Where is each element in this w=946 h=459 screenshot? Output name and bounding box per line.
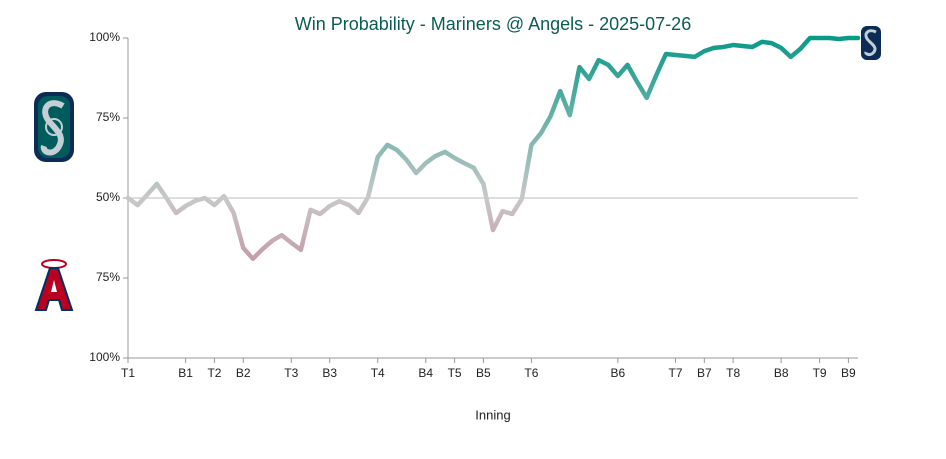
y-tick-label: 75% <box>96 270 120 284</box>
y-tick-label: 75% <box>96 110 120 124</box>
mariners-end-logo <box>861 26 881 60</box>
x-tick-label: T2 <box>207 366 221 380</box>
y-tick-label: 100% <box>89 350 120 364</box>
x-tick-label: B9 <box>841 366 856 380</box>
x-tick-label: B6 <box>611 366 626 380</box>
mariners-logo <box>34 92 74 162</box>
x-tick-label: T7 <box>668 366 682 380</box>
x-tick-label: B5 <box>476 366 491 380</box>
x-tick-label: B8 <box>774 366 789 380</box>
x-tick-label: B7 <box>697 366 712 380</box>
x-tick-label: B4 <box>418 366 433 380</box>
x-tick-label: T6 <box>524 366 538 380</box>
x-tick-label: B2 <box>236 366 251 380</box>
angels-logo <box>34 259 74 311</box>
y-tick-label: 100% <box>89 30 120 44</box>
x-tick-label: T1 <box>121 366 135 380</box>
x-tick-label: T3 <box>284 366 298 380</box>
x-axis-title: Inning <box>475 407 510 422</box>
x-tick-label: T9 <box>813 366 827 380</box>
x-tick-label: B3 <box>322 366 337 380</box>
win-probability-line <box>125 35 861 262</box>
x-tick-label: T5 <box>448 366 462 380</box>
chart-title: Win Probability - Mariners @ Angels - 20… <box>295 14 691 34</box>
x-tick-label: B1 <box>178 366 193 380</box>
x-tick-label: T4 <box>371 366 385 380</box>
x-tick-label: T8 <box>726 366 740 380</box>
y-tick-label: 50% <box>96 190 120 204</box>
